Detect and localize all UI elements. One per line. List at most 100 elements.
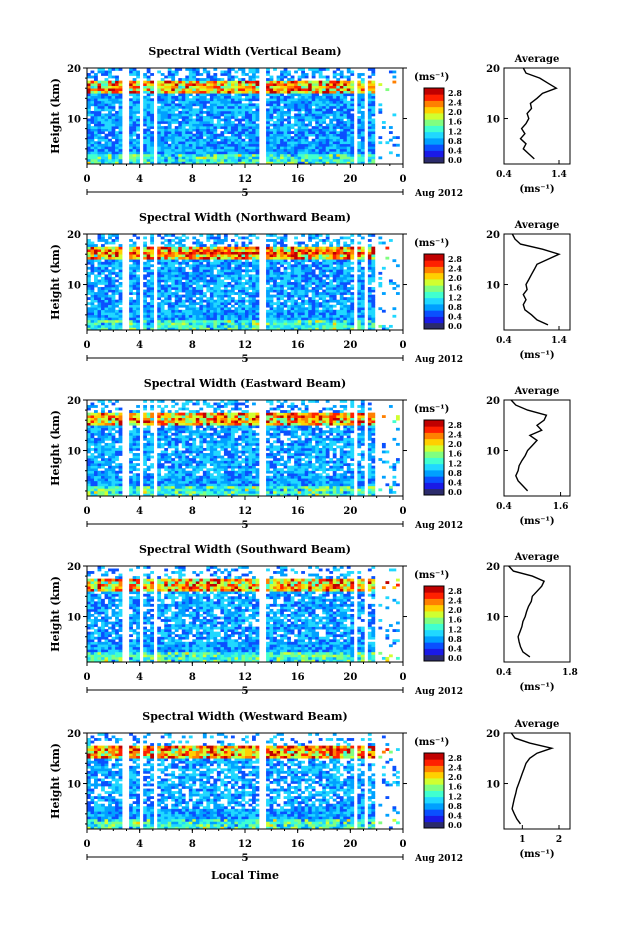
heatmap-cell <box>111 279 116 283</box>
heatmap-cell <box>108 103 112 107</box>
heatmap-cell <box>343 156 348 160</box>
heatmap-cell <box>304 93 309 97</box>
heatmap-cell <box>97 90 102 94</box>
heatmap-cell <box>188 98 193 102</box>
heatmap-cell <box>150 276 155 280</box>
heatmap-cell <box>115 90 119 94</box>
heatmap-cell <box>315 121 320 124</box>
heatmap-cell <box>315 307 320 311</box>
heatmap-cell <box>129 88 133 92</box>
heatmap-cell <box>332 88 337 92</box>
heatmap-cell <box>199 141 204 145</box>
heatmap-cell <box>87 266 91 270</box>
heatmap-cell <box>287 123 291 127</box>
heatmap-cell <box>308 68 313 71</box>
heatmap-cell <box>143 105 147 109</box>
heatmap-cell <box>202 143 207 147</box>
heatmap-cell <box>245 304 249 308</box>
heatmap-cell <box>315 304 320 308</box>
heatmap-cell <box>329 254 334 258</box>
heatmap-cell <box>199 121 204 124</box>
heatmap-cell <box>308 264 313 268</box>
heatmap-cell <box>336 292 341 295</box>
heatmap-cell <box>269 153 274 157</box>
heatmap-cell <box>94 78 98 81</box>
heatmap-cell <box>167 113 172 117</box>
heatmap-cell <box>195 309 200 313</box>
heatmap-cell <box>290 271 295 275</box>
heatmap-cell <box>350 116 355 119</box>
heatmap-cell <box>199 148 204 152</box>
heatmap-cell <box>245 282 249 285</box>
heatmap-cell <box>237 276 242 280</box>
heatmap-cell <box>276 158 281 162</box>
heatmap-cell <box>318 88 323 92</box>
heatmap-cell <box>150 158 155 162</box>
heatmap-cell <box>178 121 183 124</box>
heatmap-cell <box>213 93 218 97</box>
heatmap-cell <box>266 110 270 114</box>
heatmap-cell <box>318 98 323 102</box>
heatmap-cell <box>269 85 274 89</box>
heatmap-cell <box>301 133 305 137</box>
heatmap-cell <box>252 128 256 132</box>
heatmap-cell <box>311 289 316 293</box>
heatmap-cell <box>241 307 246 311</box>
heatmap-cell <box>294 292 298 295</box>
heatmap-cell <box>357 80 362 84</box>
heatmap-cell <box>255 307 260 311</box>
heatmap-cell <box>329 133 334 137</box>
heatmap-cell <box>171 264 176 268</box>
heatmap-cell <box>143 103 147 107</box>
heatmap-cell <box>350 131 355 134</box>
colorbar-tick-label: 1.2 <box>448 126 462 136</box>
heatmap-cell <box>164 297 169 300</box>
heatmap-cell <box>160 327 165 331</box>
heatmap-cell <box>209 110 214 114</box>
heatmap-cell <box>360 116 365 119</box>
heatmap-cell <box>322 113 327 117</box>
heatmap-cell <box>230 299 235 303</box>
heatmap-cell <box>227 73 232 76</box>
heatmap-cell <box>195 156 200 160</box>
heatmap-cell <box>252 324 256 328</box>
heatmap-cell <box>178 88 183 92</box>
heatmap-cell <box>164 146 169 150</box>
heatmap-cell <box>97 302 102 306</box>
heatmap-cell <box>339 118 344 122</box>
heatmap-cell <box>111 98 116 102</box>
heatmap-cell <box>276 251 281 255</box>
heatmap-cell <box>245 236 249 240</box>
heatmap-cell <box>294 266 298 270</box>
heatmap-cell <box>311 256 316 260</box>
heatmap-cell <box>223 307 228 311</box>
heatmap-cell <box>297 244 302 247</box>
heatmap-cell <box>195 80 200 84</box>
heatmap-cell <box>304 317 309 321</box>
heatmap-cell <box>101 256 105 260</box>
heatmap-cell <box>146 289 151 293</box>
heatmap-cell <box>276 249 281 252</box>
heatmap-cell <box>185 317 190 321</box>
heatmap-cell <box>311 234 316 237</box>
heatmap-cell <box>357 282 362 285</box>
heatmap-cell <box>276 299 281 303</box>
heatmap-cell <box>136 256 140 260</box>
heatmap-cell <box>129 116 133 119</box>
heatmap-cell <box>227 271 232 275</box>
heatmap-cells <box>87 234 400 331</box>
heatmap-cell <box>174 90 179 94</box>
heatmap-cell <box>339 327 344 331</box>
heatmap-cell <box>269 312 274 316</box>
heatmap-cell <box>346 126 351 129</box>
heatmap-cell <box>255 236 260 240</box>
heatmap-cell <box>245 279 249 283</box>
heatmap-cell <box>241 241 246 245</box>
heatmap-cell <box>357 234 362 237</box>
heatmap-cell <box>255 158 260 162</box>
heatmap-cell <box>350 299 355 303</box>
heatmap-cell <box>216 251 221 255</box>
heatmap-cell <box>255 309 260 313</box>
heatmap-cell <box>157 289 162 293</box>
heatmap-cell <box>269 276 274 280</box>
